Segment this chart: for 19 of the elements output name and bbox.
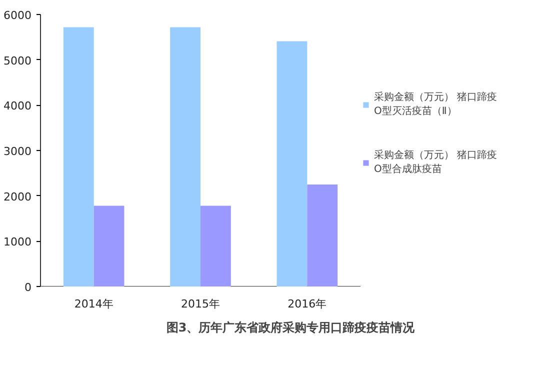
x-tick-label: 2014年 [74,298,114,310]
legend-label: 采购金额（万元） 猪口蹄疫O型灭活疫苗（Ⅱ） [374,90,498,118]
bar [63,27,94,286]
y-tick-label: 5000 [4,54,32,68]
x-tick-label: 2015年 [181,298,220,310]
bar [94,206,124,286]
bar [200,206,231,286]
bar [307,184,338,286]
bar [276,41,308,286]
y-tick-label: 2000 [4,190,32,204]
y-tick-label: 3000 [4,145,32,158]
bar [170,27,200,286]
y-tick-label: 6000 [4,9,32,22]
y-tick-label: 1000 [4,236,32,249]
y-tick-label: 4000 [4,100,32,113]
text: 图3、历年广东省政府采购专用口蹄疫疫苗情况 [166,320,416,334]
x-tick-label: 2016年 [288,298,327,310]
y-tick-label: 0 [24,281,32,294]
legend-label: 采购金额（万元） 猪口蹄疫O型合成肽疫苗 [374,148,498,176]
